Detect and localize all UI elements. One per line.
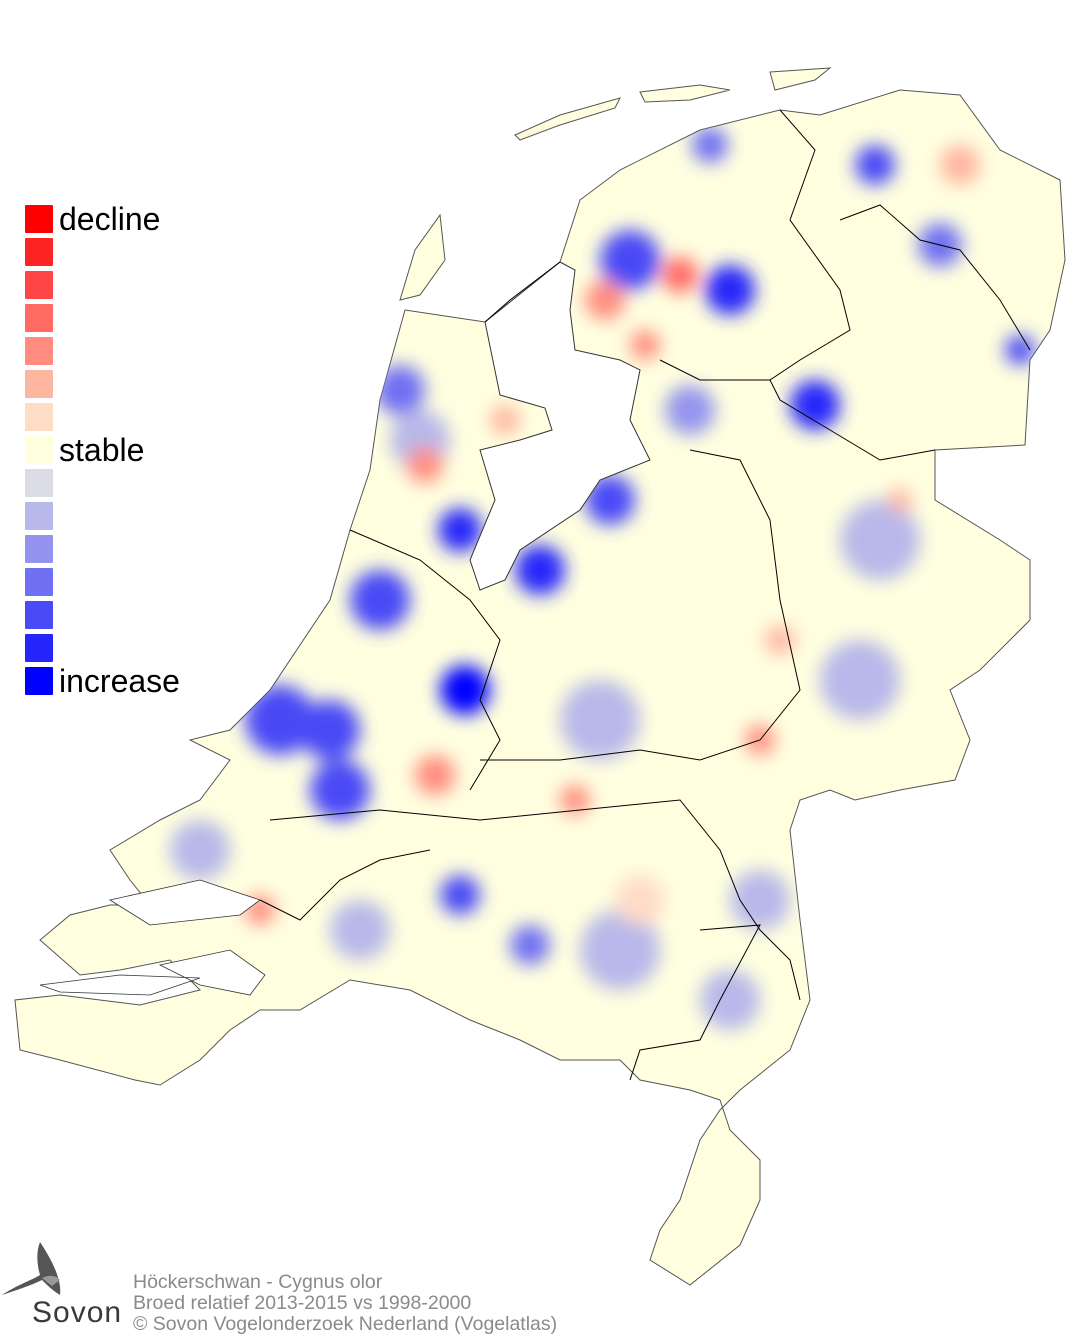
trend-blob bbox=[940, 145, 980, 185]
trend-blob bbox=[730, 870, 790, 930]
species-name: Höckerschwan - Cygnus olor bbox=[133, 1271, 383, 1293]
trend-blob bbox=[350, 570, 410, 630]
trend-blob bbox=[705, 265, 755, 315]
trend-blob bbox=[375, 365, 425, 415]
trend-blob bbox=[840, 500, 920, 580]
legend-swatch bbox=[25, 370, 53, 398]
legend-swatch bbox=[25, 667, 53, 695]
trend-blob bbox=[1005, 335, 1035, 365]
trend-blob bbox=[630, 330, 660, 360]
province-borders bbox=[259, 109, 1031, 1081]
trend-blob bbox=[407, 447, 443, 483]
trend-blob bbox=[662, 257, 698, 293]
legend-swatch bbox=[25, 634, 53, 662]
trend-blob bbox=[700, 970, 760, 1030]
trend-blob bbox=[765, 625, 795, 655]
legend-swatch bbox=[25, 436, 53, 464]
trend-blob bbox=[820, 640, 900, 720]
trend-blob bbox=[665, 385, 715, 435]
map-caption: Höckerschwan - Cygnus olor Broed relatie… bbox=[133, 1272, 557, 1335]
trend-blob bbox=[855, 145, 895, 185]
trend-blob bbox=[585, 280, 625, 320]
legend-swatch bbox=[25, 601, 53, 629]
ijsselmeer bbox=[469, 261, 651, 591]
trend-blob bbox=[515, 545, 565, 595]
trend-blob bbox=[560, 680, 640, 760]
trend-blob bbox=[438, 508, 482, 552]
trend-blob bbox=[310, 760, 370, 820]
trend-blob bbox=[525, 140, 555, 170]
comparison-period: Broed relatief 2013-2015 vs 1998-2000 bbox=[133, 1292, 472, 1314]
trend-blob bbox=[245, 685, 315, 755]
trend-blob bbox=[440, 875, 480, 915]
trend-blob bbox=[615, 875, 665, 925]
legend-swatch bbox=[25, 502, 53, 530]
trend-blob bbox=[790, 380, 840, 430]
legend-label: stable bbox=[59, 432, 145, 468]
sovon-logo-text: Sovon bbox=[32, 1296, 123, 1329]
trend-blob bbox=[415, 755, 455, 795]
trend-blob bbox=[440, 665, 490, 715]
legend-swatch bbox=[25, 238, 53, 266]
legend-swatch bbox=[25, 271, 53, 299]
trend-blob bbox=[490, 405, 520, 435]
swallow-logo-icon bbox=[2, 1242, 61, 1295]
trend-blob bbox=[510, 925, 550, 965]
trend-blob bbox=[330, 900, 390, 960]
zeeland-waters bbox=[39, 879, 266, 996]
trend-blob bbox=[580, 910, 660, 990]
legend-swatch bbox=[25, 205, 53, 233]
trend-blob bbox=[585, 475, 635, 525]
trend-blob bbox=[888, 488, 912, 512]
legend-swatch bbox=[25, 568, 53, 596]
trend-blob bbox=[692, 127, 728, 163]
trend-surface bbox=[170, 127, 1035, 1030]
trend-blob bbox=[170, 820, 230, 880]
legend-swatch bbox=[25, 469, 53, 497]
legend-swatch bbox=[25, 337, 53, 365]
legend-label: decline bbox=[59, 201, 161, 237]
legend-swatch bbox=[25, 304, 53, 332]
legend-swatch bbox=[25, 403, 53, 431]
trend-blob bbox=[300, 700, 360, 760]
trend-blob bbox=[600, 230, 660, 290]
copyright: © Sovon Vogelonderzoek Nederland (Vogela… bbox=[133, 1313, 558, 1335]
trend-blob bbox=[560, 785, 590, 815]
legend-label: increase bbox=[59, 663, 180, 699]
legend-swatch bbox=[25, 535, 53, 563]
